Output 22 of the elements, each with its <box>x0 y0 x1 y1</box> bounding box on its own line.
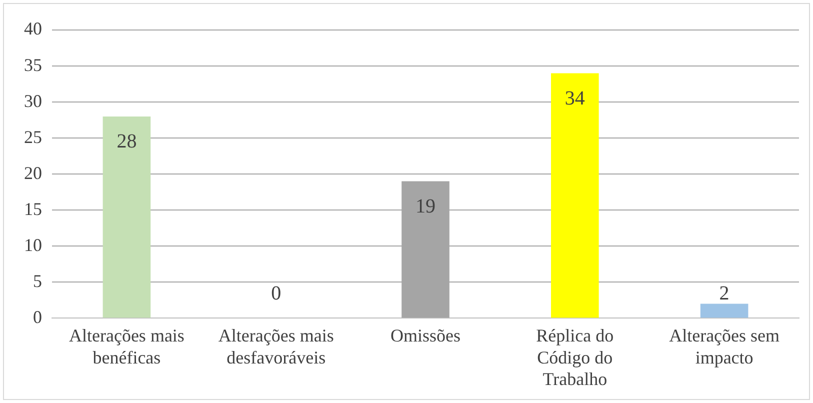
x-tick-label: Omissões <box>390 326 461 346</box>
data-label: 34 <box>564 87 585 110</box>
y-tick-label: 25 <box>24 126 42 147</box>
x-tick-label: Alterações mais desfavoráveis <box>218 326 334 368</box>
y-tick-label: 35 <box>24 54 42 75</box>
x-tick-label: Alterações sem impacto <box>669 326 780 368</box>
y-tick-label: 10 <box>24 234 42 255</box>
x-tick-label: Réplica do Código do Trabalho <box>536 326 614 389</box>
data-label: 28 <box>116 130 137 153</box>
data-label: 0 <box>271 282 282 304</box>
data-label: 2 <box>719 282 730 304</box>
y-tick-label: 15 <box>24 198 42 219</box>
bar <box>102 116 151 318</box>
y-tick-label: 0 <box>33 306 42 327</box>
y-tick-label: 20 <box>24 162 42 183</box>
data-label: 19 <box>416 196 436 218</box>
y-tick-label: 5 <box>33 270 42 291</box>
y-tick-label: 30 <box>24 90 42 111</box>
y-tick-label: 40 <box>24 18 42 39</box>
bar <box>700 304 748 318</box>
bar <box>550 73 599 318</box>
x-tick-label: Alterações mais benéficas <box>68 326 184 368</box>
